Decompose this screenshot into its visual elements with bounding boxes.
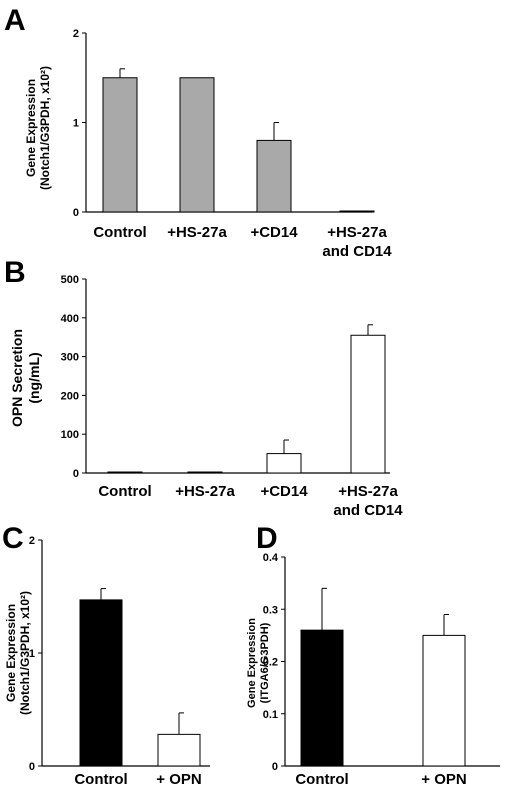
bar bbox=[179, 77, 215, 213]
bar bbox=[256, 139, 292, 213]
y-tick-label: 500 bbox=[61, 274, 79, 286]
y-axis-label-line: (Notch1/G3PDH, x10²) bbox=[38, 66, 52, 190]
y-tick-label: 400 bbox=[61, 313, 79, 325]
y-tick-label: 100 bbox=[61, 429, 79, 441]
x-category-label: +HS-27a bbox=[327, 224, 387, 241]
panel-label-b: B bbox=[4, 256, 26, 289]
bar bbox=[187, 471, 223, 474]
bar bbox=[422, 634, 466, 767]
y-tick-label: 0 bbox=[29, 761, 35, 773]
y-axis-label-line: OPN Secretion bbox=[9, 329, 25, 427]
x-category-label: +CD14 bbox=[260, 483, 308, 500]
y-axis-label-line: (ITGA6/G3PDH) bbox=[259, 622, 271, 703]
bar bbox=[107, 471, 143, 474]
y-axis-label-line: Gene Expression bbox=[246, 618, 258, 708]
y-tick-label: 1 bbox=[29, 648, 35, 660]
y-tick-label: 0.4 bbox=[263, 552, 279, 564]
chart-panel-a: 0 1 2 Gene Expression (Notch1/G3PDH, x10²) Co… bbox=[24, 28, 392, 260]
x-category-label: and CD14 bbox=[322, 243, 392, 260]
bar bbox=[157, 733, 201, 767]
y-axis-label-line: (Notch1/G3PDH, x10²) bbox=[18, 591, 32, 715]
y-tick-label: 300 bbox=[61, 352, 79, 364]
y-tick-label: 1 bbox=[73, 118, 79, 130]
y-axis-label: Gene Expression (ITGA6/G3PDH) bbox=[246, 618, 271, 708]
y-axis-label-line: Gene Expression bbox=[24, 79, 38, 177]
x-category-label: Control bbox=[74, 771, 127, 786]
y-axis-label: OPN Secretion (ng/mL) bbox=[9, 329, 42, 427]
panel-label-a: A bbox=[4, 4, 26, 37]
x-category-label: Control bbox=[98, 483, 151, 500]
bar bbox=[300, 629, 344, 767]
chart-panel-d: 0 0.1 0.2 0.3 0.4 Gene Expression (ITGA6/G3PDH… bbox=[246, 552, 500, 786]
bar bbox=[266, 453, 302, 474]
y-tick-label: 0.2 bbox=[263, 657, 278, 669]
bar bbox=[339, 210, 375, 213]
bar bbox=[102, 77, 138, 213]
y-tick-label: 0 bbox=[73, 207, 79, 219]
y-tick-label: 0.1 bbox=[263, 709, 278, 721]
y-tick-label: 200 bbox=[61, 390, 79, 402]
panel-label-c: C bbox=[2, 522, 24, 555]
x-category-label: +CD14 bbox=[250, 224, 298, 241]
y-axis-label: Gene Expression (Notch1/G3PDH, x10²) bbox=[4, 591, 32, 715]
x-category-label: + OPN bbox=[156, 771, 201, 786]
x-category-label: +HS-27a bbox=[175, 483, 235, 500]
y-axis-label-line: Gene Expression bbox=[4, 604, 18, 702]
bar bbox=[350, 334, 386, 474]
chart-panel-c: 0 1 2 Gene Expression (Notch1/G3PDH, x10²) Co… bbox=[4, 535, 210, 786]
y-tick-label: 0 bbox=[73, 468, 79, 480]
panel-label-d: D bbox=[256, 522, 278, 555]
y-tick-label: 2 bbox=[29, 535, 35, 547]
x-category-label: +HS-27a bbox=[338, 483, 398, 500]
x-category-label: Control bbox=[93, 224, 146, 241]
x-category-label: and CD14 bbox=[333, 502, 403, 519]
x-category-label: + OPN bbox=[421, 771, 466, 786]
bar bbox=[79, 599, 123, 767]
chart-panel-b: 0 100 200 300 400 500 OPN Secretion (ng/mL) Cont… bbox=[9, 274, 403, 519]
y-tick-label: 0.3 bbox=[263, 604, 278, 616]
y-axis-label-line: (ng/mL) bbox=[26, 352, 42, 403]
y-axis-label: Gene Expression (Notch1/G3PDH, x10²) bbox=[24, 66, 52, 190]
x-category-label: +HS-27a bbox=[167, 224, 227, 241]
y-tick-label: 2 bbox=[73, 28, 79, 40]
x-category-label: Control bbox=[295, 771, 348, 786]
y-tick-label: 0 bbox=[272, 761, 278, 773]
